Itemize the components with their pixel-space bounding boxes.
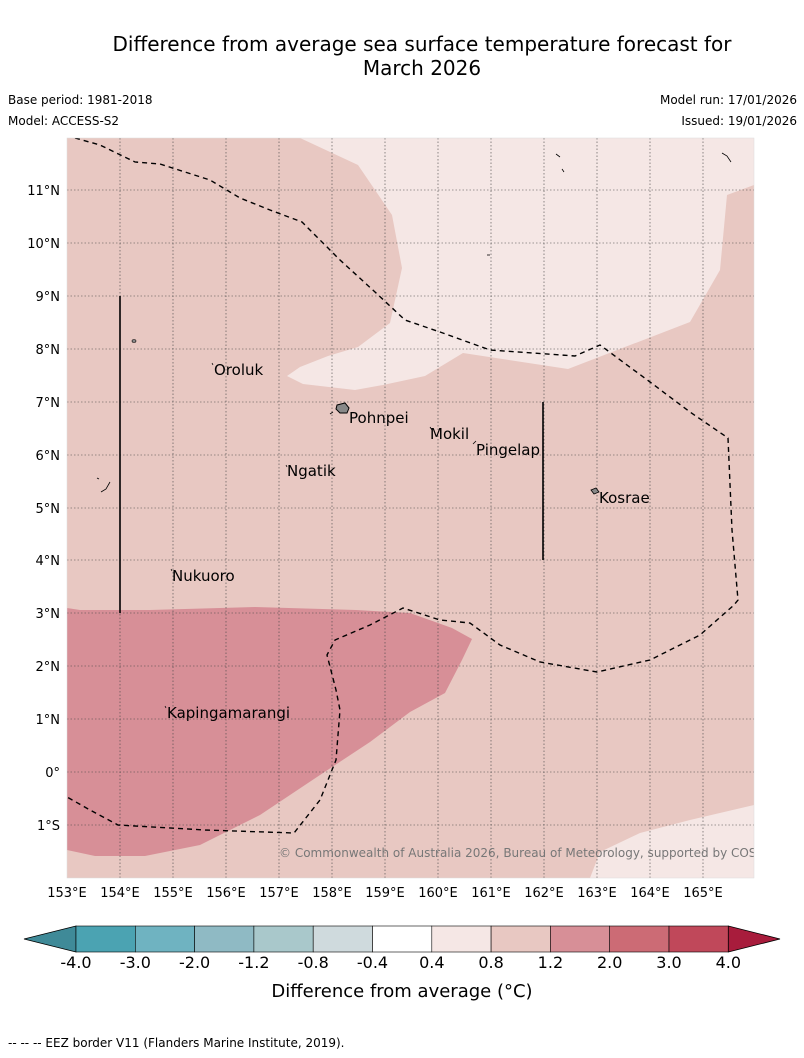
anomaly-band-1.2-2.0 <box>67 607 472 856</box>
issued-date: Issued: 19/01/2026 <box>681 114 797 128</box>
colorbar-segment <box>75 925 136 953</box>
colorbar-tick-label: 1.2 <box>538 953 563 972</box>
map-title: Difference from average sea surface temp… <box>0 32 804 80</box>
anomaly-band-0.4-0.8-north <box>287 138 754 390</box>
map-frame <box>66 137 755 879</box>
lon-label: 163°E <box>577 886 617 901</box>
title-line-1: Difference from average sea surface temp… <box>112 32 732 56</box>
place-label-nukuoro: Nukuoro <box>172 567 235 585</box>
small-reef-3 <box>211 362 214 366</box>
colorbar-tick-label: 3.0 <box>656 953 681 972</box>
lon-label: 154°E <box>100 886 140 901</box>
place-label-oroluk: Oroluk <box>214 361 263 379</box>
lat-label: 10°N <box>27 237 60 252</box>
lat-label: 7°N <box>36 396 61 411</box>
colorbar-tick-label: -1.2 <box>238 953 269 972</box>
lon-label: 158°E <box>312 886 352 901</box>
small-reef-4 <box>429 426 433 431</box>
small-reef-7 <box>170 568 173 572</box>
small-reef-6 <box>285 464 288 468</box>
eez-border <box>67 138 739 834</box>
colorbar-segment <box>668 925 729 953</box>
lat-label: 3°N <box>36 607 61 622</box>
model-name: Model: ACCESS-S2 <box>8 114 120 128</box>
colorbar-segment <box>372 925 433 953</box>
graticule <box>67 138 754 878</box>
colorbar-tick-label: -2.0 <box>179 953 210 972</box>
lat-label: 1°N <box>36 713 61 728</box>
pohnpei-island <box>335 402 350 414</box>
small-reef-8 <box>164 705 167 709</box>
base-period: Base period: 1981-2018 <box>8 93 153 107</box>
colorbar-segment <box>194 925 255 953</box>
lon-label: 162°E <box>524 886 564 901</box>
colorbar-segment <box>431 925 492 953</box>
small-reef-2 <box>329 411 334 415</box>
colorbar-label: Difference from average (°C) <box>271 981 532 1002</box>
small-atoll-north <box>555 152 732 173</box>
kosrae-island <box>590 487 600 495</box>
colorbar-tick-label: 0.4 <box>419 953 444 972</box>
anomaly-band-0.4-0.8-southeast <box>590 805 754 878</box>
colorbar-tick-label: -3.0 <box>120 953 151 972</box>
colorbar-tick-label: 0.8 <box>478 953 503 972</box>
model-run: Model run: 17/01/2026 <box>659 93 797 107</box>
place-label-pingelap: Pingelap <box>476 441 540 459</box>
eez-footnote: -- -- -- EEZ border V11 (Flanders Marine… <box>8 1036 345 1050</box>
colorbar-segment <box>135 925 195 953</box>
title-line-2: March 2026 <box>362 56 482 80</box>
small-reef-5 <box>472 440 477 445</box>
lat-label: 8°N <box>36 343 61 358</box>
small-island <box>131 339 137 343</box>
lon-label: 160°E <box>418 886 458 901</box>
colorbar-extension-low <box>23 925 77 953</box>
colorbar-segment <box>253 925 314 953</box>
lon-label: 157°E <box>259 886 299 901</box>
colorbar-tick-label: -0.8 <box>298 953 329 972</box>
colorbar-ticks: -4.0 -3.0 -2.0 -1.2 -0.8 -0.4 0.4 0.8 1.2 2.0 3.0 4… <box>60 953 741 972</box>
lat-label: 0° <box>45 766 60 781</box>
colorbar-tick-label: -0.4 <box>357 953 388 972</box>
lat-label: 6°N <box>36 449 61 464</box>
colorbar-segment <box>609 925 670 953</box>
lat-label: 5°N <box>36 502 61 517</box>
lat-label: 9°N <box>36 290 61 305</box>
lat-label: 1°S <box>37 819 60 834</box>
lon-label: 165°E <box>683 886 723 901</box>
place-label-kosrae: Kosrae <box>599 489 650 507</box>
colorbar-tick-label: -4.0 <box>60 953 91 972</box>
lon-label: 156°E <box>206 886 246 901</box>
lon-label: 159°E <box>365 886 405 901</box>
lat-label: 11°N <box>27 184 60 199</box>
colorbar-segment <box>490 925 551 953</box>
colorbar-tick-label: 4.0 <box>716 953 741 972</box>
colorbar-extension-high <box>727 925 781 953</box>
place-label-mokil: Mokil <box>430 425 469 443</box>
place-label-pohnpei: Pohnpei <box>349 409 409 427</box>
sst-anomaly-map: Oroluk Pohnpei Mokil Pingelap Ngatik Kos… <box>27 137 784 901</box>
colorbar-segment <box>550 925 611 953</box>
colorbar-segment <box>312 925 373 953</box>
small-atoll-west <box>96 477 111 493</box>
lon-label: 153°E <box>47 886 87 901</box>
place-label-kapingamarangi: Kapingamarangi <box>167 704 290 722</box>
lat-label: 4°N <box>36 554 61 569</box>
lon-label: 161°E <box>471 886 511 901</box>
copyright-notice: © Commonwealth of Australia 2026, Bureau… <box>279 846 784 860</box>
colorbar-segments <box>23 925 781 953</box>
lon-label: 164°E <box>630 886 670 901</box>
colorbar-tick-label: 2.0 <box>597 953 622 972</box>
lon-label: 155°E <box>153 886 193 901</box>
lat-label: 2°N <box>36 660 61 675</box>
place-label-ngatik: Ngatik <box>287 462 336 480</box>
